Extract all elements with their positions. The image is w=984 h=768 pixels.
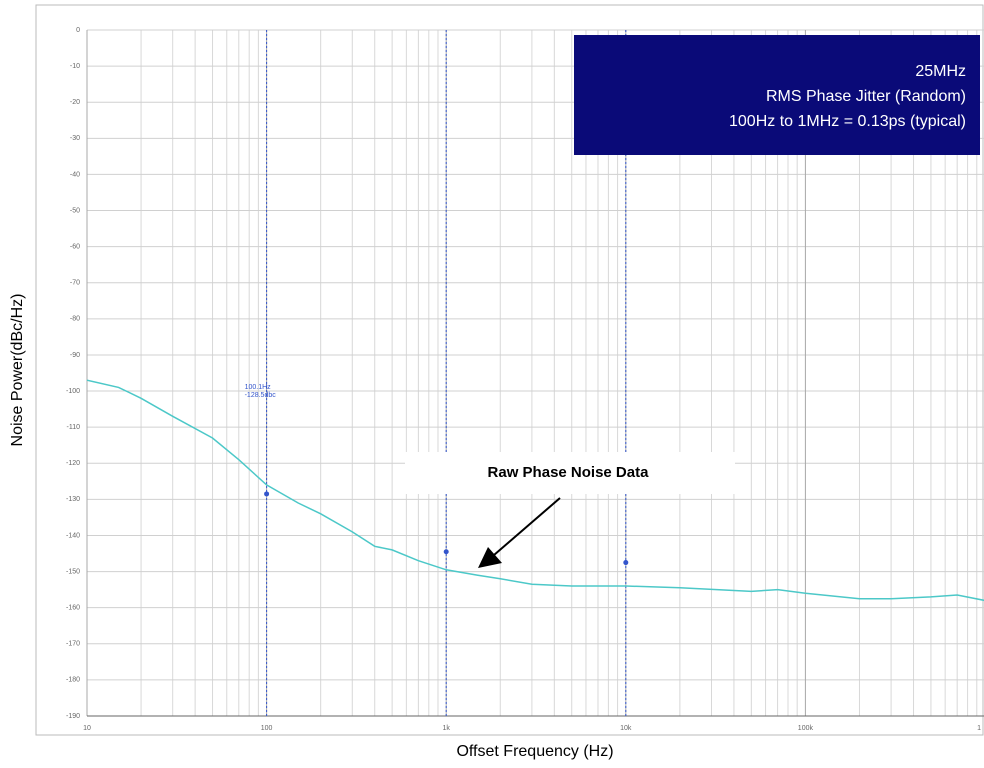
- x-tick-label: 100: [261, 725, 273, 732]
- x-tick-label: 1k: [442, 725, 450, 732]
- x-tick-label: 1: [977, 725, 981, 732]
- x-tick-label: 100k: [798, 725, 814, 732]
- y-tick-label: -70: [70, 280, 80, 287]
- y-tick-label: -30: [70, 135, 80, 142]
- x-tick-label: 10: [83, 725, 91, 732]
- y-tick-label: -50: [70, 207, 80, 214]
- marker-point: [264, 491, 270, 497]
- annotation-box: [405, 452, 735, 494]
- annotation-arrow: [493, 497, 561, 556]
- y-tick-label: -120: [66, 460, 80, 467]
- y-tick-label: -10: [70, 63, 80, 70]
- annotation-text: Raw Phase Noise Data: [488, 464, 650, 481]
- info-text: 25MHz: [915, 63, 966, 80]
- y-tick-label: -180: [66, 677, 80, 684]
- y-tick-label: 0: [76, 27, 80, 34]
- marker-label: -128.5dbc: [245, 392, 277, 399]
- y-tick-label: -110: [67, 424, 81, 431]
- y-tick-label: -130: [66, 496, 80, 503]
- info-text: RMS Phase Jitter (Random): [766, 88, 966, 105]
- x-tick-label: 10k: [620, 725, 632, 732]
- y-tick-label: -40: [70, 171, 80, 178]
- marker-point: [623, 560, 629, 566]
- marker-label: 100.1Hz: [245, 384, 272, 391]
- info-box: [574, 35, 980, 155]
- y-tick-label: -100: [66, 388, 80, 395]
- y-axis-title: Noise Power(dBc/Hz): [9, 294, 26, 447]
- y-tick-label: -140: [66, 532, 80, 539]
- y-tick-label: -90: [70, 352, 80, 359]
- info-text: 100Hz to 1MHz = 0.13ps (typical): [729, 113, 966, 130]
- y-tick-label: -170: [66, 641, 80, 648]
- y-tick-label: -20: [70, 99, 80, 106]
- marker-point: [443, 549, 449, 555]
- y-tick-label: -80: [70, 316, 80, 323]
- y-tick-label: -150: [66, 568, 80, 575]
- series-line: [86, 379, 984, 602]
- annotation-arrowhead: [478, 547, 502, 568]
- y-tick-label: -60: [70, 243, 80, 250]
- y-tick-label: -190: [66, 713, 80, 720]
- y-tick-label: -160: [66, 605, 80, 612]
- x-axis-title: Offset Frequency (Hz): [456, 743, 613, 760]
